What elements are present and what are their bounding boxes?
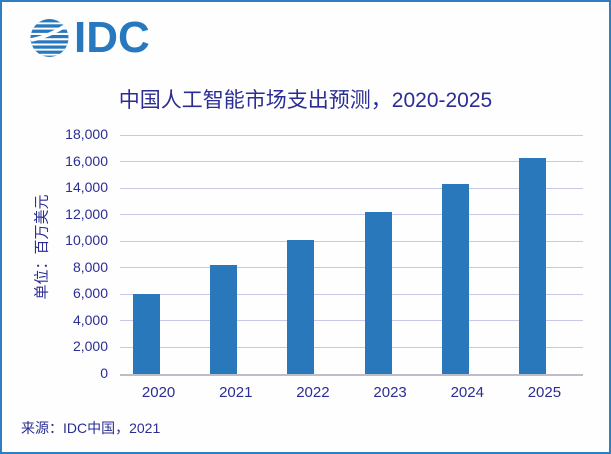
gridline — [120, 346, 583, 348]
bar-2025 — [518, 157, 546, 374]
plot-area — [120, 134, 583, 376]
x-tick-label: 2023 — [373, 384, 407, 401]
x-tick-label: 2025 — [527, 384, 562, 401]
y-tick-label: 14,000 — [65, 179, 108, 196]
bar-2021 — [210, 265, 238, 374]
gridline — [120, 240, 583, 242]
y-axis-tick-labels: 0 2,000 4,000 6,000 8,000 10,000 12,000 14,000 1… — [2, 126, 108, 381]
idc-logo: IDC — [30, 13, 150, 62]
idc-globe-icon — [30, 19, 69, 57]
y-tick-label: 2,000 — [72, 338, 108, 355]
gridline — [120, 293, 583, 295]
x-axis-labels: 2020 2021 2022 2023 2024 2025 — [120, 384, 583, 404]
gridline — [120, 320, 583, 322]
x-tick-label: 2021 — [219, 384, 253, 401]
x-tick-label: 2022 — [296, 384, 330, 401]
source-note: 来源：IDC中国，2021 — [21, 420, 161, 436]
x-tick-label: 2020 — [141, 384, 176, 401]
x-tick-label: 2024 — [450, 384, 484, 401]
chart-title: 中国人工智能市场支出预测，2020-2025 — [118, 89, 493, 112]
y-tick-label: 16,000 — [65, 152, 108, 169]
bar-2024 — [441, 184, 469, 374]
y-tick-label: 4,000 — [72, 311, 108, 328]
y-tick-label: 10,000 — [65, 232, 108, 249]
gridline — [120, 267, 583, 269]
y-tick-label: 12,000 — [65, 205, 108, 222]
y-tick-label: 6,000 — [72, 285, 108, 302]
gridline — [120, 214, 583, 216]
idc-logo-text: IDC — [74, 13, 150, 62]
y-tick-label: 0 — [100, 365, 108, 381]
gridline — [120, 161, 583, 163]
y-tick-label: 8,000 — [72, 258, 108, 275]
bar-2023 — [364, 212, 392, 374]
bar-2022 — [287, 239, 315, 374]
y-tick-label: 18,000 — [65, 126, 108, 142]
bar-2020 — [133, 294, 161, 374]
gridline — [120, 187, 583, 189]
gridline — [120, 134, 583, 136]
